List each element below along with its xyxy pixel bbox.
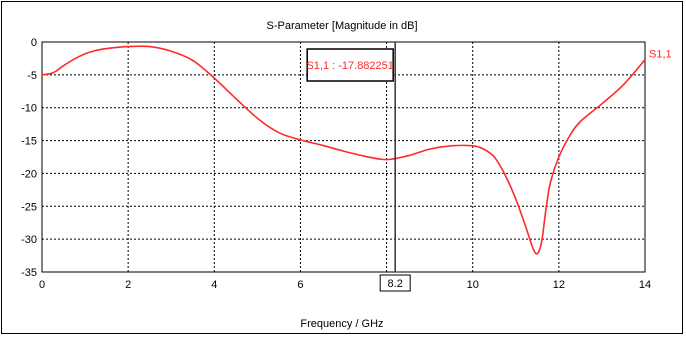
series-label-s11: S1,1 bbox=[649, 49, 672, 61]
x-tick-label: 2 bbox=[125, 279, 131, 291]
x-tick-label: 10 bbox=[467, 279, 479, 291]
x-tick-label: 14 bbox=[639, 279, 651, 291]
plot-area: 024681012140-5-10-15-20-25-30-35S1,18.2S… bbox=[21, 37, 672, 292]
plot-border bbox=[41, 41, 646, 273]
y-tick-label: -15 bbox=[21, 136, 37, 148]
y-tick-label: -20 bbox=[21, 168, 37, 180]
marker-readout-text: S1,1 : -17.882251 bbox=[306, 60, 393, 72]
marker-x-box[interactable] bbox=[379, 274, 411, 292]
y-tick-label: -5 bbox=[27, 70, 37, 82]
y-tick-label: -25 bbox=[21, 201, 37, 213]
y-tick-label: -30 bbox=[21, 234, 37, 246]
x-tick-label: 4 bbox=[211, 279, 217, 291]
y-tick-label: -35 bbox=[21, 267, 37, 279]
x-tick-label: 6 bbox=[297, 279, 303, 291]
chart-title: S-Parameter [Magnitude in dB] bbox=[266, 20, 417, 32]
x-tick-label: 0 bbox=[39, 279, 45, 291]
marker-x-value: 8.2 bbox=[388, 278, 403, 290]
x-tick-label: 12 bbox=[553, 279, 565, 291]
y-tick-label: -10 bbox=[21, 103, 37, 115]
marker-readout-box[interactable] bbox=[306, 48, 394, 82]
y-tick-label: 0 bbox=[31, 37, 37, 49]
x-axis-label: Frequency / GHz bbox=[300, 318, 383, 330]
series-line-s11 bbox=[41, 45, 646, 255]
